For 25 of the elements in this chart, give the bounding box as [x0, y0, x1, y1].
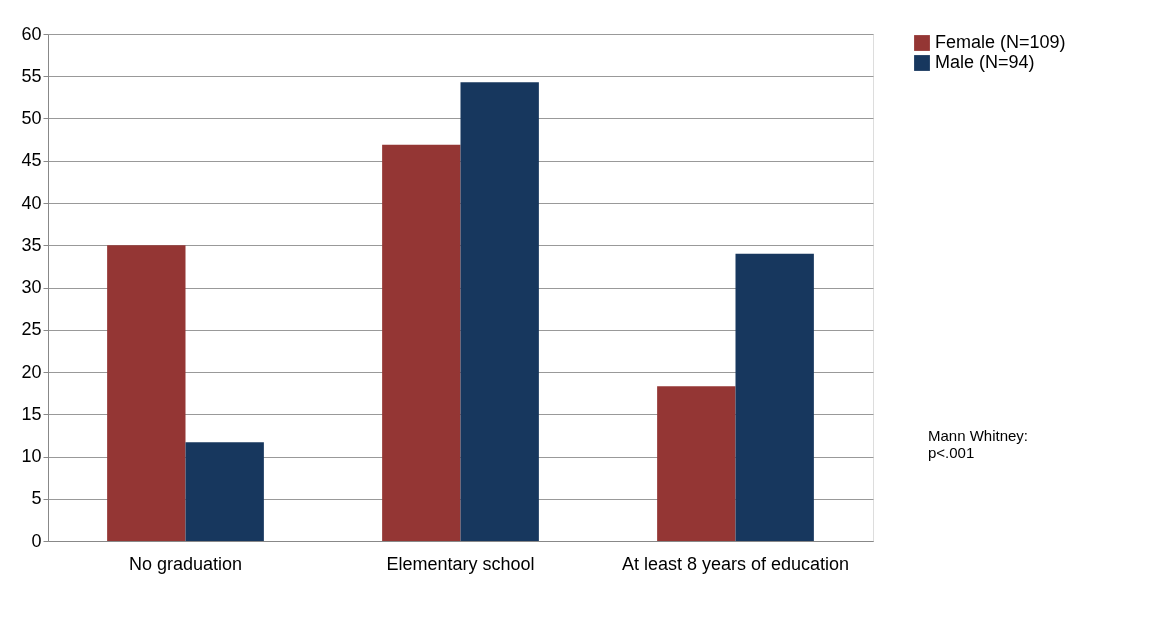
y-tick-label: 40 — [21, 192, 42, 213]
bar — [460, 82, 539, 541]
bar — [657, 386, 736, 541]
bar — [735, 253, 814, 541]
x-tick-label: At least 8 years of education — [621, 553, 850, 574]
x-tick-label: No graduation — [128, 553, 243, 574]
bar — [185, 442, 264, 541]
y-tick-label: 5 — [31, 488, 42, 509]
y-tick-label: 50 — [21, 108, 42, 128]
legend-label: Female (N=109) — [935, 32, 1066, 52]
y-tick-label: 35 — [21, 234, 42, 255]
x-tick-label: Elementary school — [386, 553, 535, 574]
y-tick-label: 20 — [21, 361, 42, 382]
y-tick-label: 60 — [21, 23, 42, 44]
bar — [382, 144, 461, 541]
bar — [107, 245, 186, 541]
y-tick-label: 0 — [31, 530, 42, 551]
y-tick-label: 10 — [21, 446, 42, 466]
legend-label: Male (N=94) — [935, 52, 1035, 72]
y-tick-label: 25 — [21, 319, 42, 340]
y-tick-label: 45 — [21, 150, 42, 171]
y-tick-label: 30 — [21, 277, 42, 297]
y-tick-label: 55 — [21, 65, 42, 86]
y-tick-label: 15 — [21, 403, 42, 424]
text: Mann Whitney: p<.001 — [928, 427, 1029, 461]
